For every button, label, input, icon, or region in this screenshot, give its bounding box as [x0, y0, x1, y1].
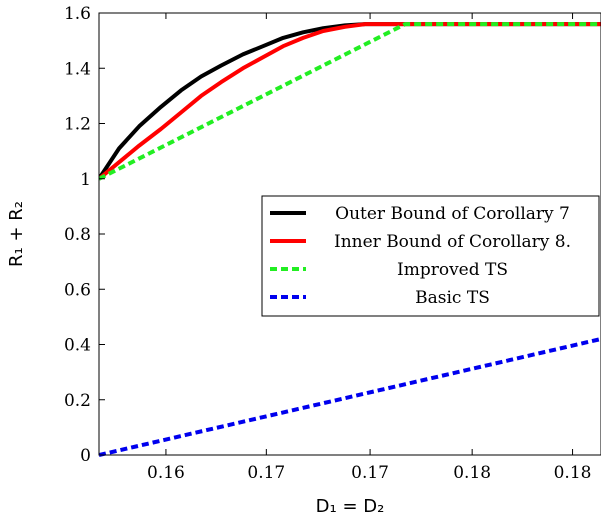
legend-label-4: Basic TS [415, 288, 490, 308]
legend-label-1: Outer Bound of Corollary 7 [335, 204, 570, 224]
y-tick-label: 1.4 [64, 59, 91, 79]
x-tick-label: 0.16 [147, 463, 185, 483]
series-line-4 [99, 337, 601, 457]
legend-label-2: Inner Bound of Corollary 8. [334, 232, 571, 252]
legend: Outer Bound of Corollary 7 Inner Bound of… [261, 195, 600, 317]
y-tick-label: 1 [80, 170, 91, 190]
legend-box [261, 195, 600, 317]
axis-ticks: 0.16 0.17 0.17 0.18 0.18 0 0.2 0.4 0.6 0.8 1 1.2 1.4… [64, 4, 592, 483]
y-tick-label: 0.8 [64, 225, 91, 245]
y-tick-label: 0.4 [64, 336, 91, 356]
y-tick-label: 0 [80, 446, 91, 466]
series-line-3 [99, 22, 601, 181]
plot-lines [99, 22, 601, 457]
legend-label-3: Improved TS [397, 260, 508, 280]
x-tick-label: 0.17 [351, 463, 389, 483]
y-tick-label: 0.6 [64, 280, 91, 300]
x-tick-label: 0.17 [247, 463, 285, 483]
series-line-1 [99, 22, 601, 180]
x-tick-label: 0.18 [453, 463, 491, 483]
x-axis-label: D₁ = D₂ [316, 496, 385, 517]
y-tick-label: 1.2 [64, 115, 91, 135]
x-tick-label: 0.18 [554, 463, 592, 483]
y-tick-label: 1.6 [64, 4, 91, 24]
y-tick-label: 0.2 [64, 391, 91, 411]
y-axis-label: R₁ + R₂ [6, 201, 27, 267]
series-line-2 [99, 22, 601, 181]
